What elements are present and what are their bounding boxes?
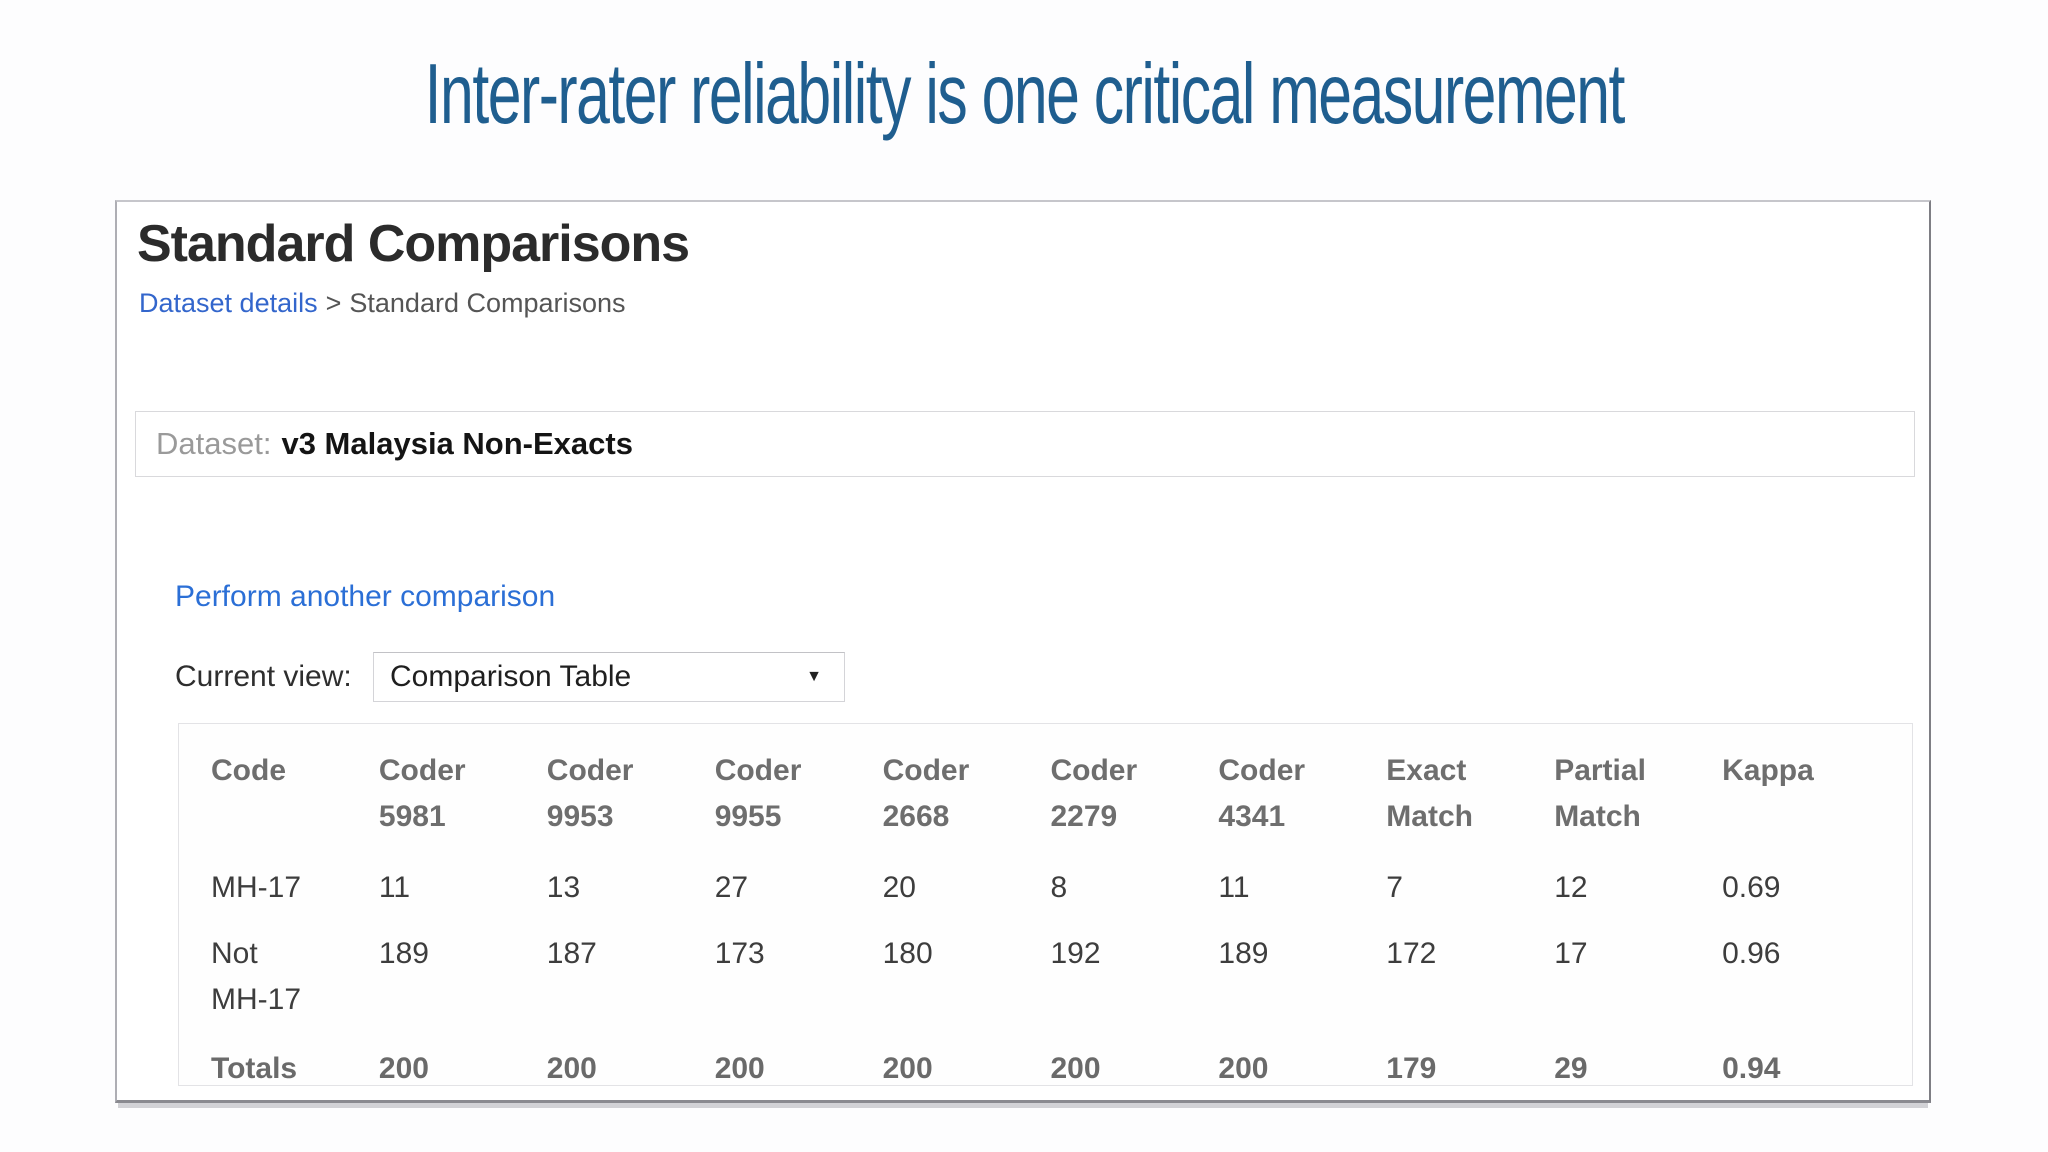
table-cell-totals: 200 bbox=[882, 1052, 933, 1085]
table-cell: 189 bbox=[378, 937, 429, 970]
table-cell: 11 bbox=[378, 871, 411, 904]
table-cell-totals: 179 bbox=[1386, 1052, 1437, 1085]
table-cell: 189 bbox=[1218, 937, 1269, 970]
breadcrumb-current: Standard Comparisons bbox=[349, 288, 626, 318]
column-header: Coder 9953 bbox=[546, 754, 634, 833]
slide-title-text: Inter-rater reliability is one critical … bbox=[424, 47, 1625, 142]
dataset-value: v3 Malaysia Non-Exacts bbox=[281, 426, 633, 461]
table-cell: Not MH-17 bbox=[211, 937, 302, 1016]
column-header: Coder 9955 bbox=[714, 754, 802, 833]
column-header: Code bbox=[211, 754, 286, 787]
table-cell-totals: 200 bbox=[378, 1052, 429, 1085]
table-cell: 13 bbox=[546, 871, 581, 904]
table-cell: 8 bbox=[1050, 871, 1068, 904]
perform-comparison-link[interactable]: Perform another comparison bbox=[175, 580, 556, 613]
current-view-select[interactable]: Comparison Table ▼ bbox=[373, 652, 845, 702]
table-cell: 17 bbox=[1554, 937, 1588, 970]
column-header: Kappa bbox=[1722, 754, 1814, 787]
comparison-table: Code Coder 5981 Coder 9953 Coder 9955 Co… bbox=[178, 723, 1913, 1086]
table-cell: 192 bbox=[1050, 937, 1101, 970]
table-cell: 7 bbox=[1386, 871, 1403, 904]
table-cell-totals: 200 bbox=[1218, 1052, 1269, 1085]
table-cell: 180 bbox=[882, 937, 933, 970]
standard-comparisons-panel: Standard Comparisons Dataset details > Sta… bbox=[115, 200, 1931, 1103]
table-cell: 20 bbox=[882, 871, 916, 904]
breadcrumb-link-dataset-details[interactable]: Dataset details bbox=[139, 288, 318, 318]
table-cell: 172 bbox=[1386, 937, 1437, 970]
breadcrumb-separator: > bbox=[325, 288, 342, 318]
table-cell-totals: 200 bbox=[1050, 1052, 1101, 1085]
table-cell-totals: Totals bbox=[211, 1052, 298, 1085]
column-header: Coder 2668 bbox=[882, 754, 970, 833]
table-cell: 0.96 bbox=[1722, 937, 1781, 970]
breadcrumb: Dataset details > Standard Comparisons bbox=[139, 288, 626, 319]
column-header: Partial Match bbox=[1554, 754, 1646, 833]
table-cell: 187 bbox=[546, 937, 597, 970]
dataset-bar: Dataset: v3 Malaysia Non-Exacts bbox=[135, 411, 1915, 477]
page-title: Standard Comparisons bbox=[137, 215, 690, 273]
column-header: Coder 4341 bbox=[1218, 754, 1306, 833]
current-view-selected-value: Comparison Table bbox=[390, 660, 632, 693]
column-header: Coder 2279 bbox=[1050, 754, 1138, 833]
column-header: Coder 5981 bbox=[378, 754, 466, 833]
table-cell: 11 bbox=[1218, 871, 1250, 904]
dataset-label: Dataset: bbox=[156, 426, 272, 461]
table-cell-totals: 200 bbox=[546, 1052, 597, 1085]
table-cell: 27 bbox=[714, 871, 749, 904]
current-view-label: Current view: bbox=[175, 660, 352, 693]
table-cell: 0.69 bbox=[1722, 871, 1781, 904]
table-cell-totals: 29 bbox=[1554, 1052, 1588, 1085]
table-cell-totals: 0.94 bbox=[1722, 1052, 1781, 1085]
table-cell-totals: 200 bbox=[714, 1052, 765, 1085]
table-cell: 12 bbox=[1554, 871, 1588, 904]
slide-title: Inter-rater reliability is one critical … bbox=[0, 47, 2048, 142]
table-cell: MH-17 bbox=[211, 871, 302, 904]
table-cell: 173 bbox=[714, 937, 765, 970]
caret-down-icon: ▼ bbox=[806, 668, 822, 685]
column-header: Exact Match bbox=[1386, 754, 1473, 833]
